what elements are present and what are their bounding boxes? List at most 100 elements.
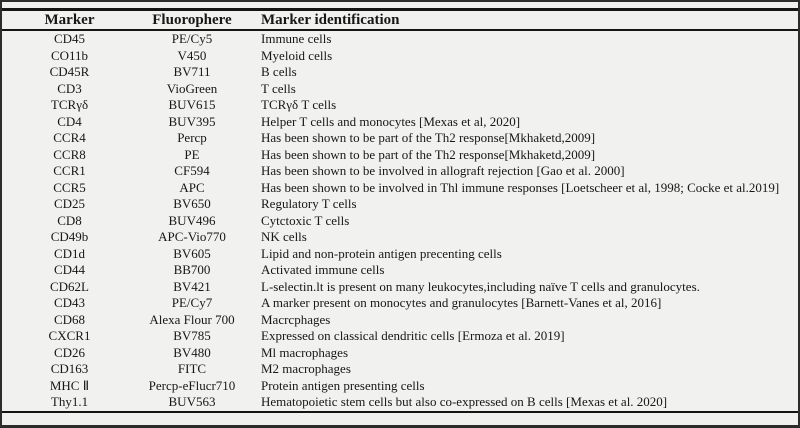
header-row: Marker Fluorophere Marker identification [2, 9, 798, 31]
identification-cell: Protein antigen presenting cells [261, 377, 425, 393]
table-header: Marker Fluorophere Marker identification [2, 9, 798, 31]
table-row: CXCR1 BV785 Expressed on classical dendrit… [2, 328, 798, 345]
marker-cell: CCR5 [53, 179, 86, 195]
marker-cell: MHC Ⅱ [49, 377, 90, 393]
marker-cell: CD62L [50, 278, 89, 294]
fluorophore-cell: APC-Vio770 [158, 229, 226, 244]
table-row: CCR1 CF594 Has been shown to be involved i… [2, 163, 798, 180]
marker-cell: CD4 [57, 113, 82, 129]
fluorophore-cell: V450 [177, 47, 207, 63]
col-header-fluorophore: Fluorophere [137, 9, 247, 31]
marker-cell: CD44 [53, 262, 86, 277]
identification-cell: Has been shown to be involved in allogra… [261, 163, 625, 178]
fluorophore-cell: PE [184, 146, 200, 162]
table-row: CD26 BV480 Ml macrophages [2, 345, 798, 362]
table-row: CD44 BB700 Activated immune cells [2, 262, 798, 279]
table-row: MHC Ⅱ Percp-eFlucr710 Protein antigen pres… [2, 378, 798, 395]
fluorophore-cell: BV650 [173, 196, 211, 211]
marker-cell: CCR4 [53, 130, 86, 145]
fluorophore-cell: Percp [177, 130, 207, 145]
marker-cell: CD43 [53, 295, 86, 310]
marker-cell: CCR8 [53, 146, 86, 162]
col-header-marker: Marker [2, 9, 137, 31]
table-row: CD8 BUV496 Cytctoxic T cells [2, 213, 798, 230]
table-row: CD163 FITC M2 macrophages [2, 361, 798, 378]
fluorophore-cell: BV785 [173, 328, 211, 343]
fluorophore-cell: BV480 [173, 344, 211, 360]
identification-cell: NK cells [261, 229, 307, 244]
marker-cell: CD8 [57, 212, 82, 228]
fluorophore-cell: BUV395 [168, 113, 216, 129]
identification-cell: TCRγδ T cells [261, 97, 337, 112]
fluorophore-cell: FITC [177, 361, 207, 376]
table-row: CD1d BV605 Lipid and non-protein antigen p… [2, 246, 798, 263]
identification-cell: Has been shown to be part of the Th2 res… [261, 130, 596, 145]
marker-fluorophore-table: Marker Fluorophere Marker identification… [2, 8, 798, 413]
identification-cell: Expressed on classical dendritic cells [… [261, 328, 565, 343]
marker-cell: CD45 [53, 31, 86, 46]
identification-cell: Ml macrophages [261, 344, 349, 360]
table-row: CD49b APC-Vio770 NK cells [2, 229, 798, 246]
fluorophore-cell: BUV615 [168, 97, 216, 112]
fluorophore-cell: PE/Cy5 [171, 31, 213, 46]
fluorophore-cell: Alexa Flour 700 [149, 311, 235, 327]
marker-cell: CCR1 [53, 163, 86, 178]
identification-cell: Cytctoxic T cells [261, 212, 350, 228]
table-row: CD68 Alexa Flour 700 Macrcphages [2, 312, 798, 329]
identification-cell: Hematopoietic stem cells but also co-exp… [261, 394, 668, 409]
fluorophore-cell: BV711 [173, 64, 211, 79]
table-row: TCRγδ BUV615 TCRγδ T cells [2, 97, 798, 114]
marker-cell: CD68 [53, 311, 86, 327]
marker-cell: CD49b [50, 229, 89, 244]
col-header-identification: Marker identification [247, 9, 798, 31]
marker-cell: CD25 [53, 196, 86, 211]
marker-cell: CXCR1 [48, 328, 91, 343]
identification-cell: M2 macrophages [261, 361, 351, 376]
fluorophore-cell: APC [179, 179, 205, 195]
identification-cell: Has been shown to be involved in Thl imm… [261, 179, 780, 195]
table-row: CD25 BV650 Regulatory T cells [2, 196, 798, 213]
identification-cell: A marker present on monocytes and granul… [261, 295, 662, 310]
identification-cell: Helper T cells and monocytes [Mexas et a… [261, 113, 521, 129]
table-row: CD45R BV711 B cells [2, 64, 798, 81]
marker-cell: CD3 [57, 80, 82, 96]
marker-cell: CO11b [50, 47, 89, 63]
identification-cell: Lipid and non-protein antigen precenting… [261, 245, 502, 261]
marker-cell: CD45R [49, 64, 90, 79]
fluorophore-cell: BB700 [173, 262, 211, 277]
fluorophore-cell: BV605 [173, 245, 211, 261]
identification-cell: B cells [261, 64, 297, 79]
fluorophore-cell: PE/Cy7 [171, 295, 213, 310]
fluorophore-cell: BV421 [173, 278, 211, 294]
identification-cell: T cells [261, 80, 296, 96]
fluorophore-cell: CF594 [174, 163, 210, 178]
identification-cell: Activated immune cells [261, 262, 385, 277]
marker-cell: CD1d [53, 245, 86, 261]
fluorophore-cell: VioGreen [166, 80, 218, 96]
table-row: CD43 PE/Cy7 A marker present on monocytes … [2, 295, 798, 312]
table-row: CCR5 APC Has been shown to be involved in … [2, 180, 798, 197]
table-row: CD62L BV421 L-selectin.lt is present on ma… [2, 279, 798, 296]
table-body: CD45 PE/Cy5 Immune cells CO11b V450 Myeloid c… [2, 30, 798, 412]
marker-cell: CD163 [50, 361, 89, 376]
table-row: CD3 VioGreen T cells [2, 81, 798, 98]
marker-cell: CD26 [53, 344, 86, 360]
table-row: CD4 BUV395 Helper T cells and monocytes [M… [2, 114, 798, 131]
table-row: CCR8 PE Has been shown to be part of the T… [2, 147, 798, 164]
fluorophore-cell: BUV563 [168, 394, 216, 409]
identification-cell: L-selectin.lt is present on many leukocy… [261, 278, 700, 294]
fluorophore-cell: Percp-eFlucr710 [148, 377, 236, 393]
identification-cell: Has been shown to be part of the Th2 res… [261, 146, 596, 162]
fluorophore-cell: BUV496 [168, 212, 216, 228]
table-row: CCR4 Percp Has been shown to be part of th… [2, 130, 798, 147]
table-row: CD45 PE/Cy5 Immune cells [2, 30, 798, 48]
identification-cell: Macrcphages [261, 311, 331, 327]
marker-cell: TCRγδ [50, 97, 89, 112]
marker-cell: Thy1.1 [50, 394, 89, 409]
identification-cell: Myeloid cells [261, 47, 333, 63]
identification-cell: Immune cells [261, 31, 332, 46]
table-row: CO11b V450 Myeloid cells [2, 48, 798, 65]
identification-cell: Regulatory T cells [261, 196, 357, 211]
table-row: Thy1.1 BUV563 Hematopoietic stem cells but… [2, 394, 798, 412]
